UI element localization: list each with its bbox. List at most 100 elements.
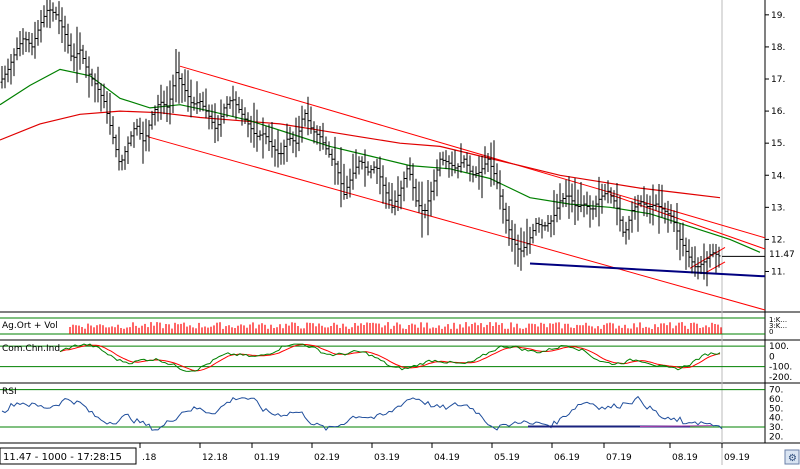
price-bar bbox=[102, 83, 106, 109]
price-bar bbox=[96, 66, 100, 103]
time-axis-label: 04.19 bbox=[434, 453, 460, 463]
rsi-axis-label: 60. bbox=[769, 395, 783, 405]
price-bar bbox=[306, 96, 310, 136]
price-bar bbox=[513, 223, 517, 265]
price-bar bbox=[108, 93, 112, 135]
price-bar bbox=[636, 194, 640, 232]
rsi-axis-label: 50. bbox=[769, 404, 783, 414]
price-bar bbox=[579, 182, 583, 213]
price-bar bbox=[93, 73, 97, 103]
price-bar bbox=[24, 31, 28, 52]
price-bar bbox=[573, 178, 577, 225]
price-bar bbox=[45, 0, 49, 28]
price-bar bbox=[627, 215, 631, 240]
cci-signal-line bbox=[59, 344, 721, 372]
price-bar bbox=[339, 147, 343, 208]
volume-panel: 1:K...3:K...0 bbox=[0, 316, 787, 336]
price-bar bbox=[87, 56, 91, 98]
price-bar bbox=[522, 231, 526, 258]
price-bar bbox=[39, 10, 43, 43]
price-bar bbox=[525, 218, 529, 256]
price-bar bbox=[447, 155, 451, 178]
price-bar bbox=[534, 218, 538, 236]
price-bar bbox=[69, 33, 73, 62]
price-bar bbox=[297, 115, 301, 152]
cci-axis-label: -200. bbox=[769, 373, 792, 383]
price-bar bbox=[195, 81, 199, 114]
price-bar bbox=[666, 200, 670, 233]
time-axis-label: 06.19 bbox=[554, 453, 580, 463]
rsi-axis-label: 70. bbox=[769, 386, 783, 396]
price-bar bbox=[207, 104, 211, 130]
price-bar bbox=[246, 112, 250, 138]
price-bar bbox=[228, 96, 232, 109]
price-bar bbox=[90, 68, 94, 87]
channel-small-upper-line bbox=[609, 194, 766, 250]
price-bar bbox=[21, 28, 25, 55]
price-axis-label: 18. bbox=[771, 43, 785, 53]
price-bar bbox=[60, 7, 64, 43]
price-bar bbox=[135, 118, 139, 136]
price-bar bbox=[384, 177, 388, 209]
price-panel bbox=[0, 0, 766, 311]
price-bar bbox=[225, 96, 229, 118]
price-bar bbox=[42, 5, 46, 28]
price-bar bbox=[165, 86, 169, 122]
price-bar bbox=[138, 117, 142, 140]
price-bar bbox=[66, 23, 70, 54]
price-bar bbox=[540, 219, 544, 239]
price-bar bbox=[99, 83, 103, 112]
price-bar bbox=[54, 6, 58, 20]
price-bar bbox=[690, 246, 694, 274]
price-bar bbox=[63, 15, 67, 52]
price-bar bbox=[171, 74, 175, 114]
chart-settings-icon[interactable]: ⚙ bbox=[784, 449, 800, 465]
price-bar bbox=[405, 165, 409, 188]
price-bar bbox=[549, 215, 553, 238]
price-bar bbox=[111, 116, 115, 145]
price-bar bbox=[18, 31, 22, 57]
price-bar bbox=[213, 103, 217, 143]
price-axis-label: 13. bbox=[771, 203, 785, 213]
price-bar bbox=[603, 184, 607, 201]
volume-panel-label: Ag.Ort + Vol bbox=[2, 321, 58, 331]
price-bar bbox=[705, 251, 709, 287]
price-bar bbox=[273, 139, 277, 167]
price-bar bbox=[153, 105, 157, 126]
price-axis-label: 12. bbox=[771, 235, 785, 245]
price-bar bbox=[180, 73, 184, 103]
time-axis-label: 08.19 bbox=[672, 453, 698, 463]
price-bar bbox=[630, 201, 634, 233]
price-bar bbox=[348, 168, 352, 198]
price-bar bbox=[486, 153, 490, 172]
price-bar bbox=[150, 110, 154, 130]
price-bar bbox=[354, 149, 358, 179]
svg-text:⚙: ⚙ bbox=[788, 453, 797, 464]
price-bar bbox=[6, 58, 10, 83]
price-bar bbox=[189, 79, 193, 118]
price-bar bbox=[453, 149, 457, 174]
time-axis-label: 09.19 bbox=[724, 453, 750, 463]
price-bar bbox=[531, 223, 535, 244]
price-bar bbox=[708, 244, 712, 268]
price-bar bbox=[12, 48, 16, 77]
price-bar bbox=[312, 121, 316, 144]
price-bar bbox=[450, 151, 454, 177]
time-axis-label: 05.19 bbox=[494, 453, 520, 463]
price-bar bbox=[684, 237, 688, 270]
price-bar bbox=[258, 130, 262, 141]
price-bar bbox=[714, 244, 718, 273]
time-axis-label: 03.19 bbox=[374, 453, 400, 463]
cci-panel: 100.0-100.-200. bbox=[0, 342, 792, 383]
price-bar bbox=[276, 130, 280, 168]
price-bar bbox=[588, 195, 592, 228]
moving-average-green bbox=[0, 68, 761, 253]
price-bar bbox=[174, 49, 178, 103]
rsi-axis-label: 20. bbox=[769, 432, 783, 442]
price-bar bbox=[645, 194, 649, 217]
price-bar bbox=[399, 180, 403, 210]
price-bar bbox=[3, 65, 7, 89]
moving-average-red bbox=[0, 110, 721, 199]
price-bar bbox=[420, 181, 424, 238]
